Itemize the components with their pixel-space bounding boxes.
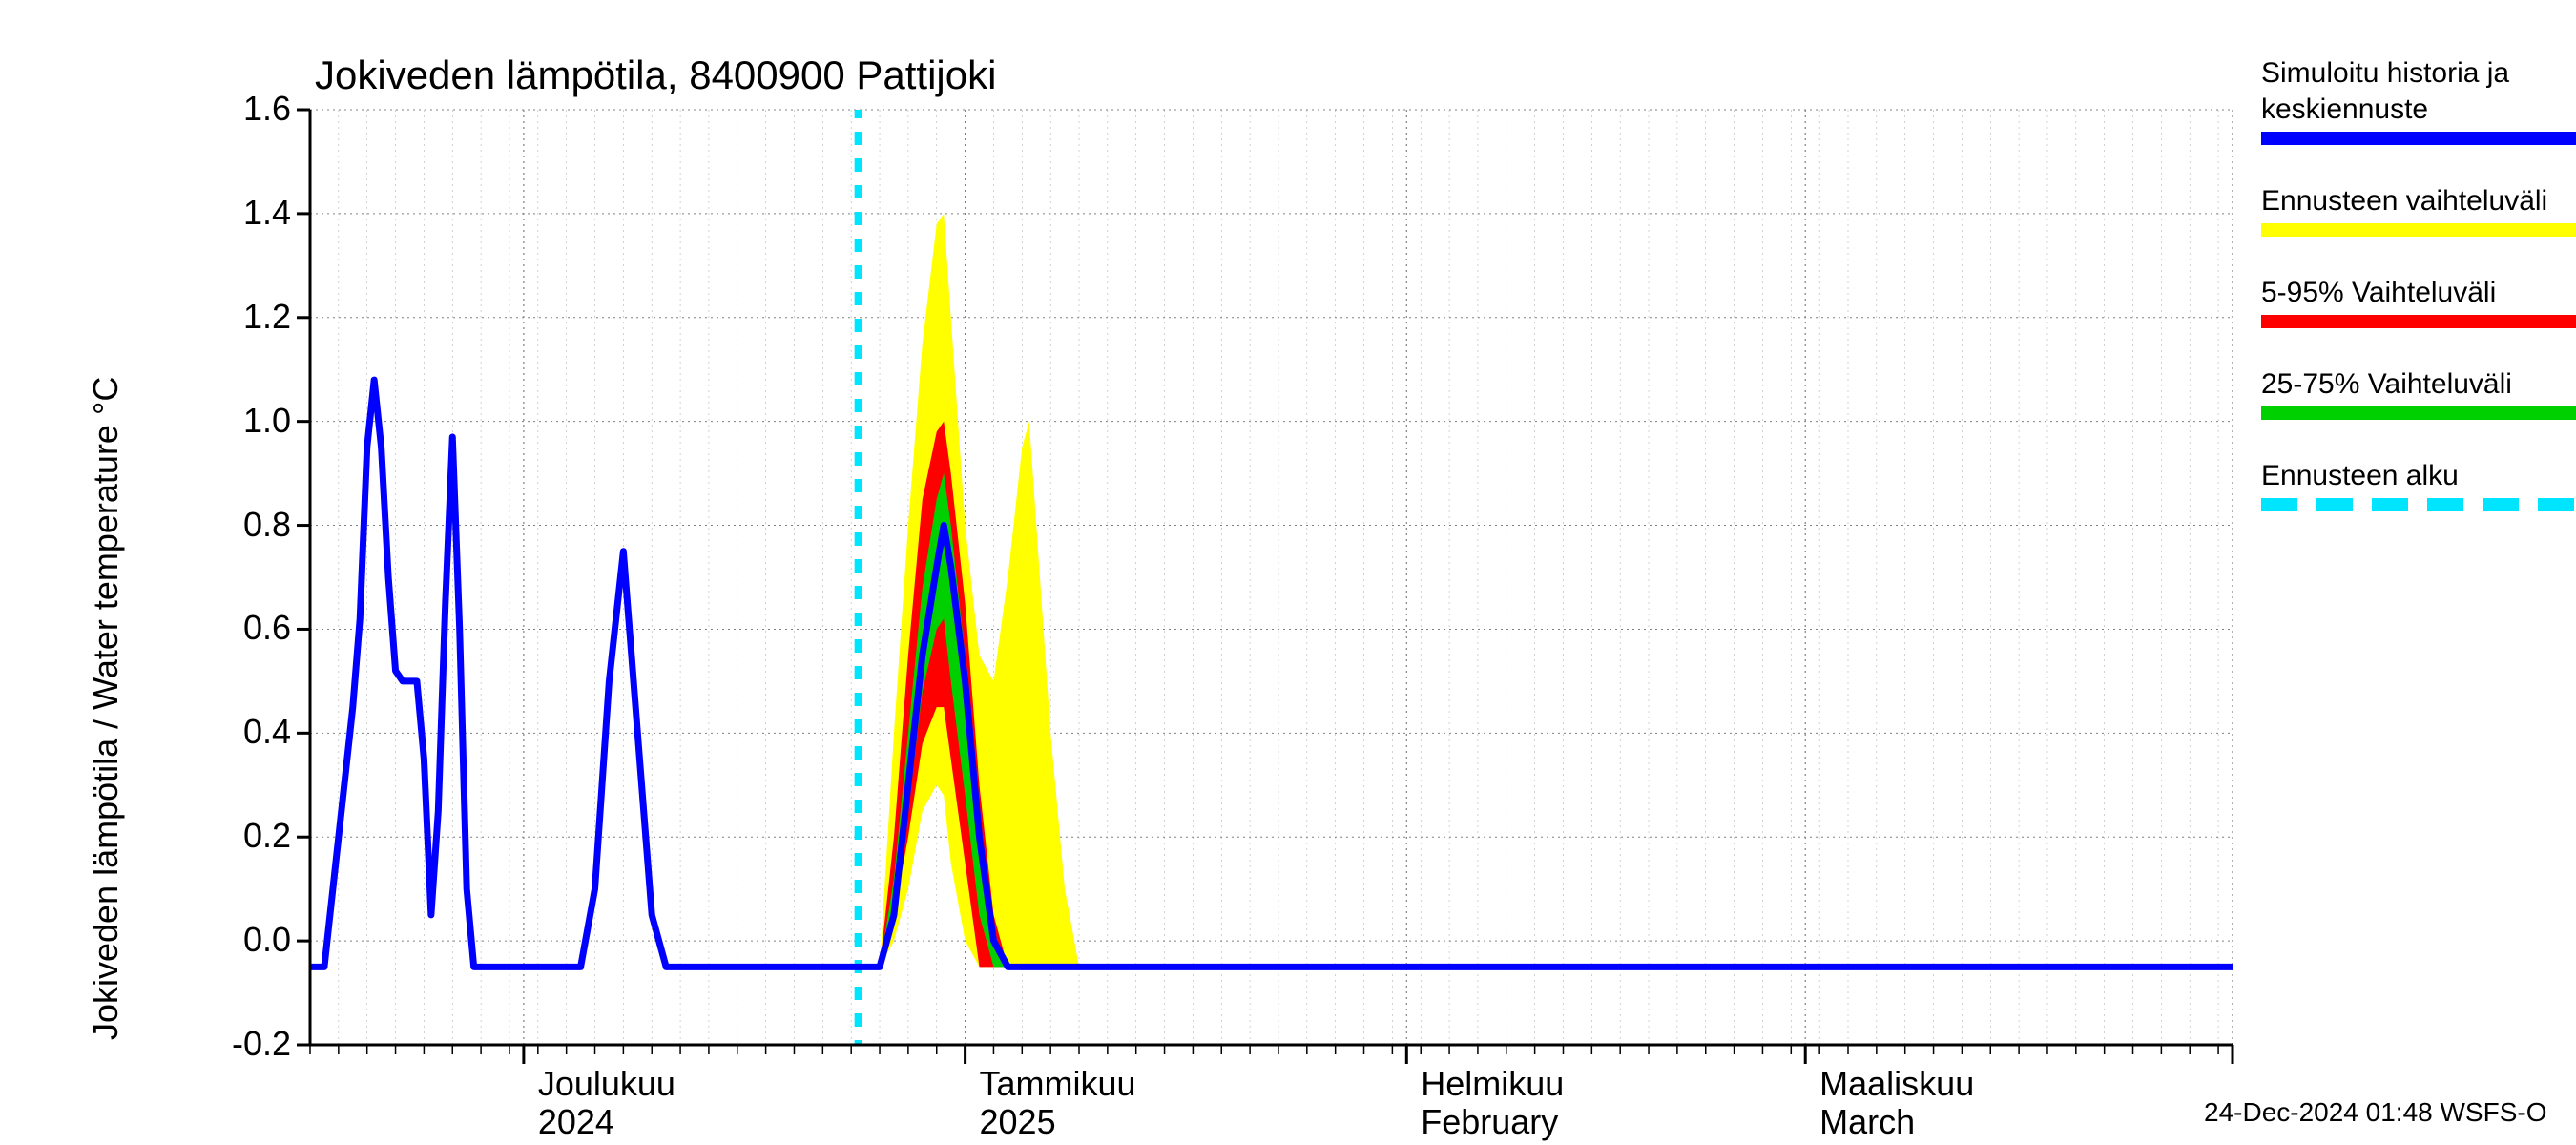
legend-swatch [2261, 498, 2297, 511]
legend-swatch [2427, 498, 2463, 511]
legend-swatch [2261, 132, 2576, 145]
y-tick-label: 0.4 [205, 712, 291, 752]
legend-label: 5-95% Vaihteluväli [2261, 277, 2496, 309]
legend-label: Ennusteen vaihteluväli [2261, 185, 2547, 218]
y-tick-label: 1.6 [205, 89, 291, 129]
legend-label: Ennusteen alku [2261, 460, 2459, 492]
legend-swatch [2483, 498, 2519, 511]
x-tick-label: Joulukuu [538, 1064, 675, 1104]
legend-swatch [2261, 406, 2576, 420]
plot-svg [0, 0, 2576, 1145]
x-tick-label: Helmikuu [1421, 1064, 1564, 1104]
y-tick-label: -0.2 [205, 1024, 291, 1064]
y-tick-label: 0.0 [205, 920, 291, 960]
x-tick-label: 2024 [538, 1102, 614, 1142]
legend-swatch [2261, 223, 2576, 237]
y-tick-label: 1.4 [205, 193, 291, 233]
legend-label: 25-75% Vaihteluväli [2261, 368, 2512, 401]
y-tick-label: 0.6 [205, 608, 291, 648]
legend-swatch [2316, 498, 2353, 511]
y-tick-label: 1.2 [205, 297, 291, 337]
legend-swatch [2372, 498, 2408, 511]
chart-container: Jokiveden lämpötila, 8400900 Pattijoki J… [0, 0, 2576, 1145]
x-tick-label: 2025 [980, 1102, 1056, 1142]
y-tick-label: 0.2 [205, 816, 291, 856]
y-tick-label: 0.8 [205, 505, 291, 545]
legend-swatch [2538, 498, 2574, 511]
x-tick-label: February [1421, 1102, 1558, 1142]
legend-label: keskiennuste [2261, 94, 2428, 126]
y-tick-label: 1.0 [205, 401, 291, 441]
x-tick-label: Maaliskuu [1819, 1064, 1974, 1104]
x-tick-label: Tammikuu [980, 1064, 1136, 1104]
x-tick-label: March [1819, 1102, 1915, 1142]
legend-label: Simuloitu historia ja [2261, 57, 2509, 90]
legend-swatch [2261, 315, 2576, 328]
